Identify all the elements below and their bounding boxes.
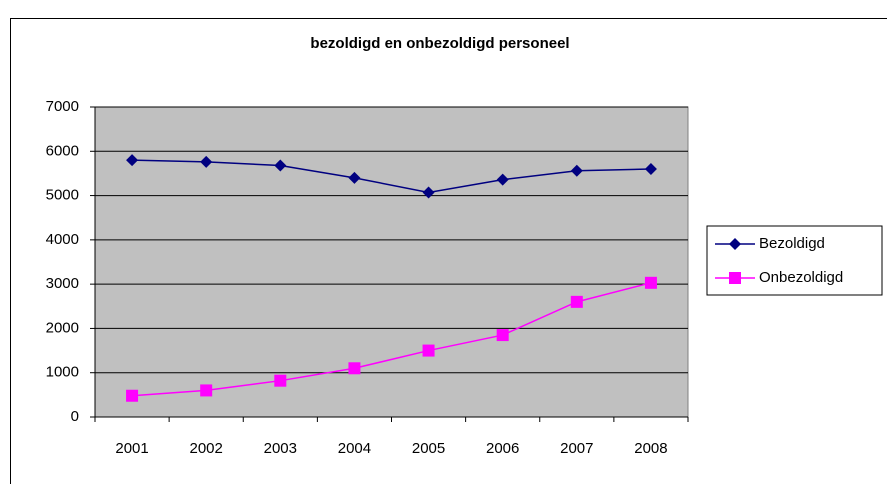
- x-tick-label: 2007: [560, 440, 593, 457]
- y-tick-label: 5000: [46, 187, 79, 204]
- marker: [126, 154, 139, 167]
- y-tick-label: 4000: [46, 231, 79, 248]
- marker: [126, 389, 139, 402]
- y-tick-label: 0: [71, 408, 79, 425]
- x-tick-label: 2003: [264, 440, 297, 457]
- legend-label: Bezoldigd: [759, 235, 825, 252]
- marker: [644, 163, 657, 175]
- x-tick-label: 2001: [115, 440, 148, 457]
- x-tick-label: 2005: [412, 440, 445, 457]
- x-tick-label: 2004: [338, 440, 371, 457]
- x-tick-label: 2002: [190, 440, 223, 457]
- series-line: [132, 159, 651, 194]
- marker: [200, 155, 213, 168]
- y-tick-label: 6000: [46, 142, 79, 159]
- legend-label: Onbezoldigd: [759, 269, 843, 286]
- marker: [348, 362, 361, 375]
- y-tick-label: 2000: [46, 319, 79, 336]
- marker: [729, 238, 741, 250]
- marker: [570, 295, 583, 308]
- x-tick-label: 2008: [634, 440, 667, 457]
- marker: [422, 344, 435, 357]
- plot-area: [94, 106, 689, 418]
- marker: [200, 384, 213, 397]
- marker: [644, 276, 657, 289]
- chart-title: bezoldigd en onbezoldigd personeel: [310, 35, 569, 52]
- marker: [274, 159, 287, 172]
- series-line: [132, 282, 652, 397]
- marker: [729, 272, 741, 284]
- y-tick-label: 7000: [46, 98, 79, 115]
- marker: [570, 164, 583, 177]
- marker: [422, 186, 435, 199]
- marker: [274, 374, 287, 387]
- y-tick-label: 1000: [46, 364, 79, 381]
- x-tick-label: 2006: [486, 440, 519, 457]
- marker: [496, 173, 509, 186]
- marker: [348, 171, 361, 184]
- y-tick-label: 3000: [46, 275, 79, 292]
- marker: [496, 329, 509, 342]
